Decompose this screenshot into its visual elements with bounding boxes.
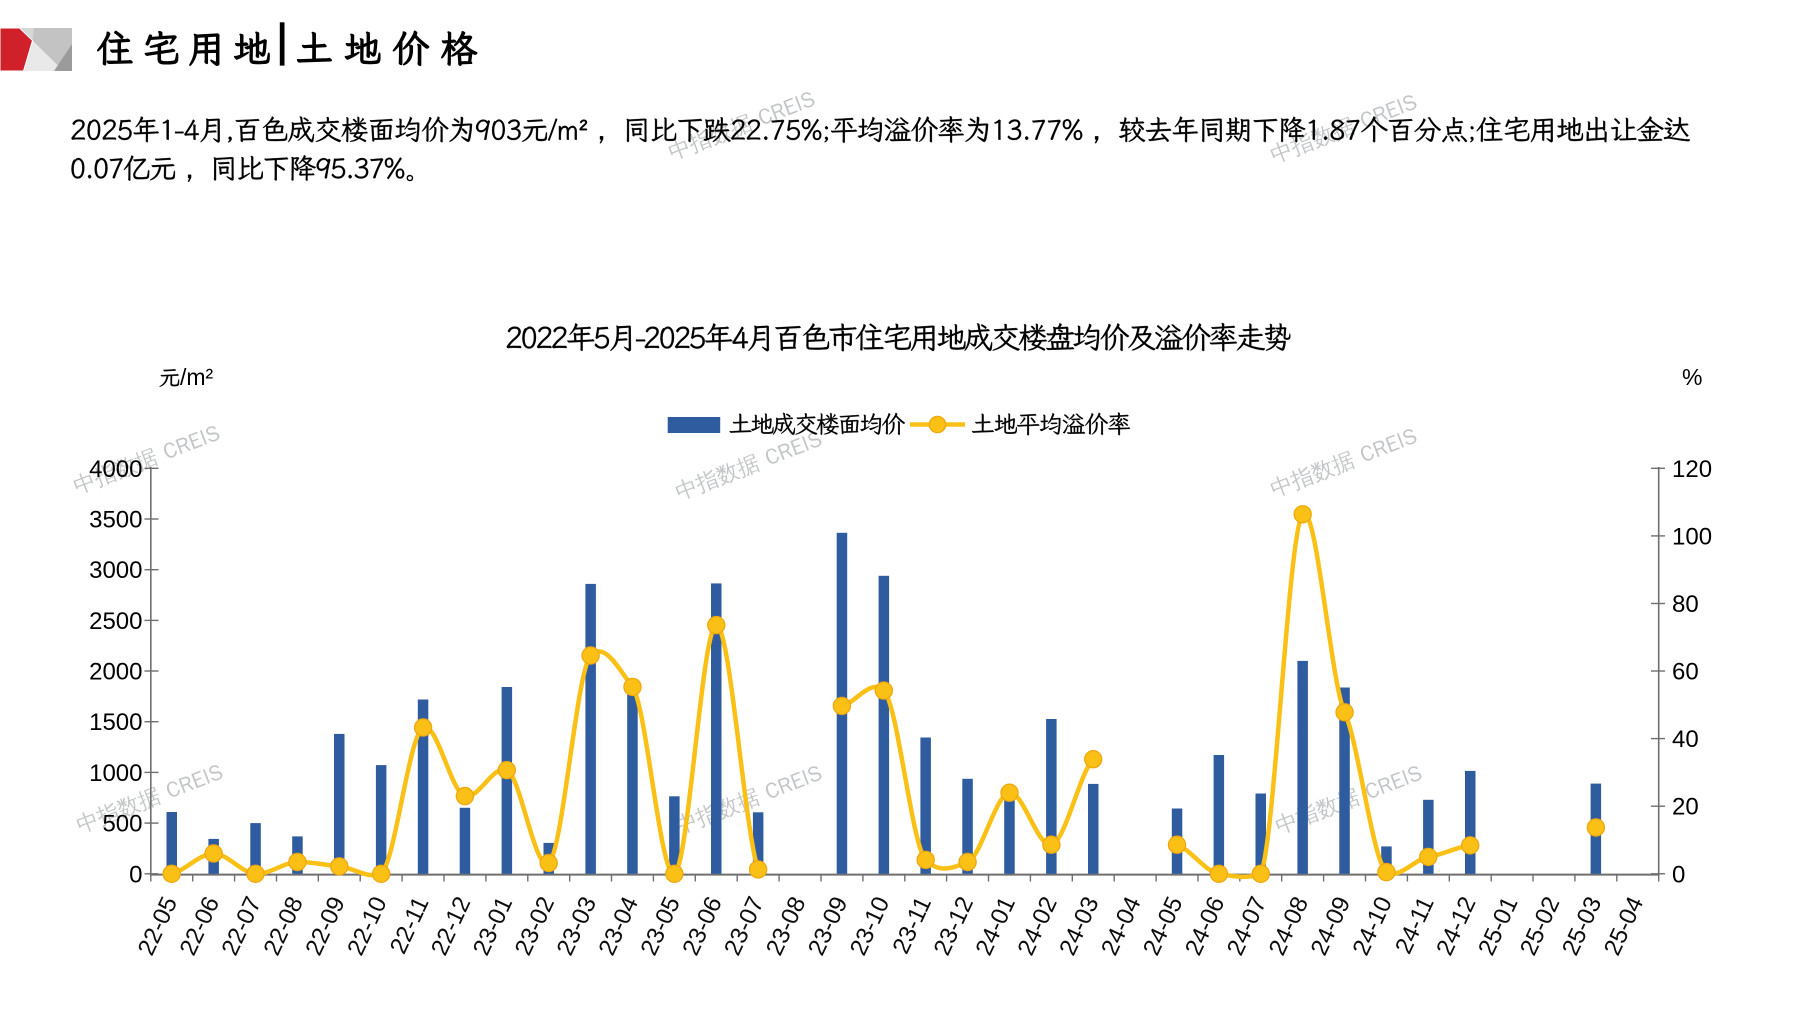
svg-text:1500: 1500 [89,709,142,736]
svg-text:0: 0 [1672,861,1685,888]
svg-text:120: 120 [1672,456,1712,483]
svg-text:80: 80 [1672,591,1699,618]
svg-text:20: 20 [1672,794,1699,821]
svg-text:2500: 2500 [89,608,142,635]
svg-text:100: 100 [1672,523,1712,550]
svg-text:4000: 4000 [89,456,142,483]
svg-text:40: 40 [1672,726,1699,753]
svg-text:3500: 3500 [89,507,142,534]
svg-text:/m²: /m² [180,364,214,390]
svg-text:2000: 2000 [89,659,142,686]
svg-text:3000: 3000 [89,557,142,584]
svg-text:60: 60 [1672,659,1699,686]
svg-text:%: % [1682,364,1702,390]
svg-text:1000: 1000 [89,760,142,787]
svg-text:500: 500 [102,811,142,838]
svg-text:0: 0 [129,861,142,888]
